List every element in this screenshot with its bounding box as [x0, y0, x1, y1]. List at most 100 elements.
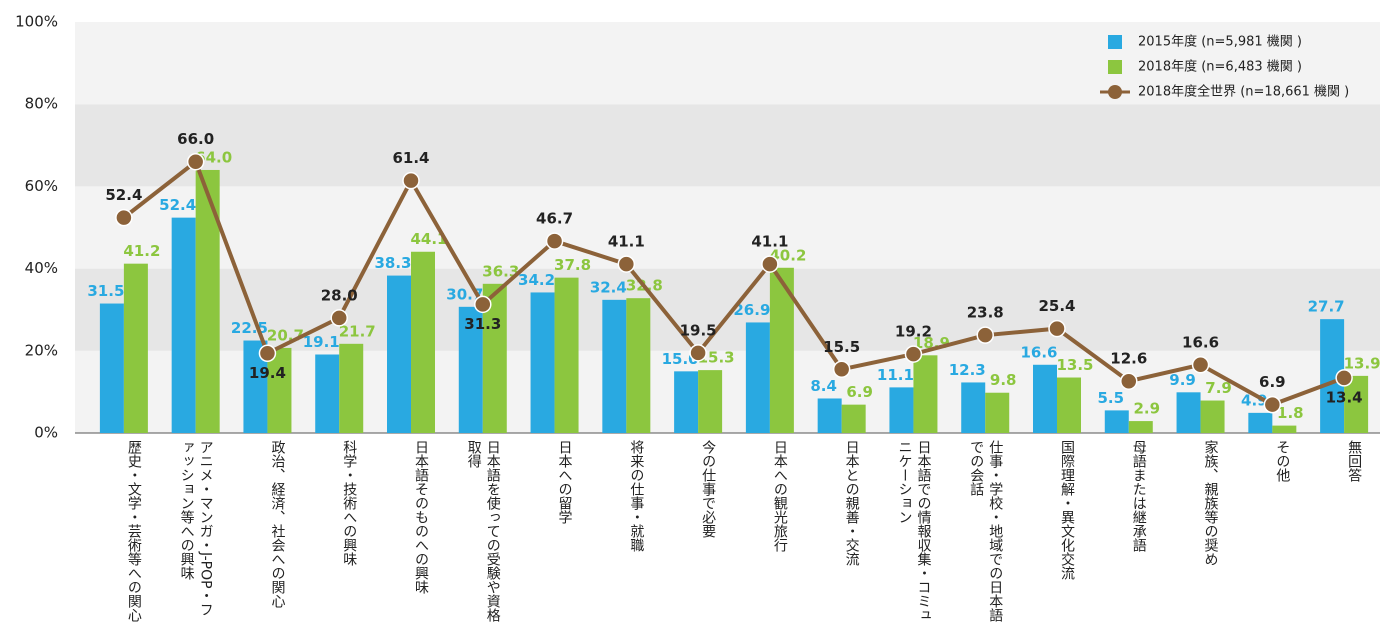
x-tick-label: 歴史・文学・芸術等への関心 — [125, 440, 142, 622]
bar — [123, 263, 148, 433]
x-tick-label: 無回答 — [1346, 440, 1363, 482]
line-marker — [545, 232, 564, 250]
bar-value-label: 34.2 — [518, 271, 555, 289]
bar-value-label: 7.9 — [1205, 379, 1232, 397]
bar-value-label: 38.3 — [374, 254, 411, 272]
grid-band — [75, 350, 1380, 433]
bar-value-label: 15.0 — [662, 350, 699, 368]
line-value-label: 28.0 — [321, 286, 358, 304]
line-marker — [186, 152, 205, 171]
bar — [339, 343, 364, 433]
grid-band — [75, 268, 1380, 351]
bar-value-label: 36.3 — [482, 262, 519, 280]
bar-value-label: 4.9 — [1241, 391, 1268, 409]
legend-swatch — [1108, 60, 1122, 74]
bar-value-label: 9.8 — [990, 371, 1017, 389]
line-value-label: 13.4 — [1326, 388, 1363, 406]
legend-label: 2018年度全世界 (n=18,661 機関 ) — [1138, 84, 1349, 100]
line-value-label: 41.1 — [608, 233, 645, 251]
legend-swatch — [1108, 35, 1122, 49]
line-marker — [904, 345, 923, 363]
x-tick-label: 日本との親善・交流 — [843, 440, 860, 566]
bar — [1104, 410, 1129, 433]
line-value-label: 46.7 — [536, 210, 573, 228]
y-tick-label: 80% — [25, 95, 58, 113]
line-value-label: 19.4 — [249, 364, 286, 382]
bar-value-label: 11.1 — [877, 366, 914, 384]
bar-value-label: 2.9 — [1133, 400, 1160, 418]
bar — [841, 404, 866, 433]
bar — [602, 299, 627, 433]
legend-swatch — [1108, 85, 1122, 99]
x-tick-label: 日本語そのものへの興味 — [413, 440, 429, 594]
bar — [387, 275, 411, 433]
x-tick-label: 日本語での情報収集・コミュニケーション — [896, 440, 932, 622]
line-value-label: 66.0 — [177, 130, 214, 148]
bar-value-label: 20.7 — [267, 326, 304, 344]
y-tick-label: 100% — [15, 13, 58, 31]
x-tick-label: 家族、親族等の奨め — [1202, 440, 1219, 566]
line-marker — [330, 309, 348, 327]
y-tick-label: 20% — [25, 341, 58, 359]
line-marker — [689, 344, 707, 362]
line-value-label: 16.6 — [1182, 333, 1219, 351]
line-value-label: 23.8 — [967, 304, 1004, 322]
bar-value-label: 13.9 — [1344, 354, 1381, 372]
bar — [1057, 377, 1081, 433]
bar-value-label: 32.4 — [590, 278, 627, 296]
bar-value-label: 6.9 — [846, 383, 873, 401]
legend-label: 2018年度 (n=6,483 機関 ) — [1138, 59, 1302, 75]
bar — [626, 298, 651, 433]
line-marker — [1191, 356, 1210, 374]
x-tick-label: 母語または継承語 — [1130, 440, 1147, 552]
y-tick-label: 0% — [34, 424, 58, 442]
bar-value-label: 13.5 — [1056, 356, 1093, 374]
line-value-label: 31.3 — [464, 315, 501, 333]
line-marker — [1263, 395, 1282, 414]
line-marker — [115, 208, 133, 227]
bar-value-label: 26.9 — [733, 301, 770, 319]
y-tick-label: 60% — [25, 177, 58, 195]
bar — [1176, 392, 1201, 433]
line-value-label: 61.4 — [392, 149, 429, 167]
y-tick-label: 40% — [25, 259, 58, 277]
line-value-label: 52.4 — [105, 186, 142, 204]
line-marker — [474, 295, 492, 314]
line-marker — [976, 326, 994, 344]
bar — [889, 387, 914, 433]
line-marker — [258, 344, 277, 363]
line-marker — [761, 255, 779, 273]
x-tick-label: 国際理解・異文化交流 — [1059, 440, 1075, 580]
bar-value-label: 12.3 — [949, 361, 986, 379]
bar-value-label: 1.8 — [1277, 404, 1304, 422]
x-tick-label: 将来の仕事・就職 — [628, 440, 645, 552]
x-tick-label: アニメ・マンガ・J-POP・ファッション等への興味 — [178, 440, 214, 617]
line-marker — [402, 171, 420, 190]
line-marker — [1335, 369, 1353, 387]
bar-value-label: 40.2 — [769, 246, 806, 264]
bar — [267, 347, 292, 433]
x-tick-label: その他 — [1274, 440, 1291, 482]
bar — [674, 371, 699, 433]
line-value-label: 15.5 — [823, 338, 860, 356]
bar-value-label: 5.5 — [1097, 389, 1124, 407]
grid-band — [75, 22, 1380, 105]
bar — [195, 169, 220, 433]
bar-value-label: 31.5 — [87, 282, 124, 300]
bar-value-label: 9.9 — [1169, 371, 1196, 389]
bar-value-label: 21.7 — [339, 322, 376, 340]
line-marker — [1048, 319, 1066, 338]
bar — [1200, 400, 1225, 433]
x-tick-label: 日本への留学 — [556, 440, 573, 524]
bar — [698, 370, 723, 433]
line-marker — [832, 360, 851, 379]
bar-value-label: 37.8 — [554, 256, 591, 274]
bar-value-label: 27.7 — [1308, 298, 1345, 316]
line — [122, 158, 1345, 407]
line-value-label: 25.4 — [1038, 297, 1075, 315]
bar-value-label: 44.1 — [410, 230, 447, 248]
bar-value-label: 52.4 — [159, 196, 196, 214]
bar — [530, 292, 555, 433]
